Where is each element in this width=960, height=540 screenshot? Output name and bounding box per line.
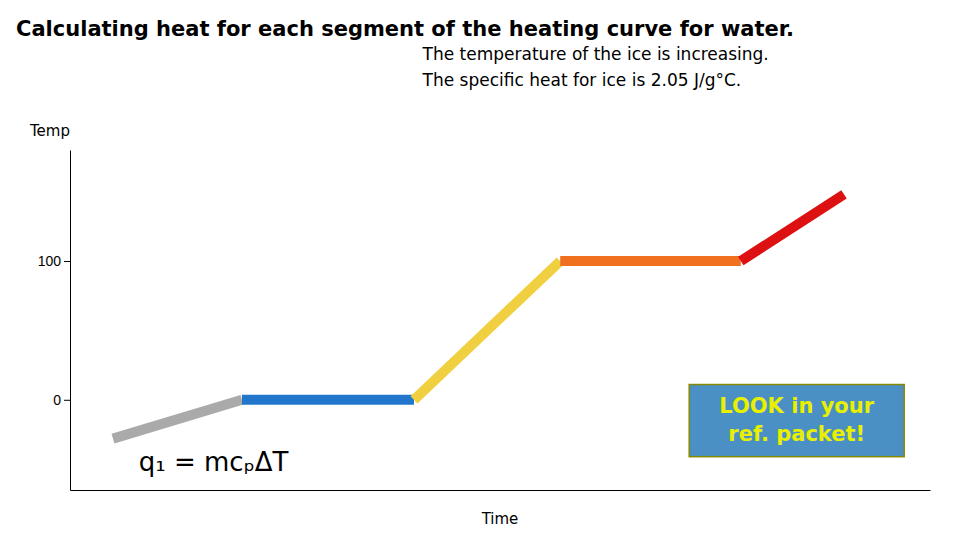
annotation: The temperature of the ice is increasing…: [422, 44, 769, 90]
formula: q₁ = mcₚΔT: [139, 447, 289, 477]
y-tick-mark: [64, 400, 70, 401]
callout-text: LOOK in yourref. packet!: [719, 394, 874, 446]
plot: 0 100 Time Temp The temperature of the ice i…: [29, 44, 931, 528]
y-tick: 100: [38, 253, 70, 269]
line-segment: [113, 400, 242, 439]
annotations: The temperature of the ice is increasing…: [139, 44, 904, 477]
y-tick-label: 0: [53, 392, 61, 408]
title: Calculating heat for each segment of the…: [16, 17, 794, 41]
x-axis-title: Time: [481, 510, 519, 528]
x-axis-line: [71, 490, 931, 491]
line-segment: [242, 395, 414, 405]
y-tick-label: 100: [38, 253, 62, 269]
callout-box: [689, 385, 904, 457]
chart: Calculating heat for each segment of the…: [0, 0, 960, 540]
y-axis: 0 100: [38, 151, 71, 491]
line-segment: [414, 261, 560, 400]
line-segment: [560, 256, 741, 266]
y-axis-line: [70, 151, 71, 491]
y-tick: 0: [53, 392, 70, 408]
y-axis-title: Temp: [29, 122, 70, 140]
line-segment: [741, 194, 844, 261]
x-axis: [71, 490, 931, 491]
y-tick-mark: [64, 261, 70, 262]
